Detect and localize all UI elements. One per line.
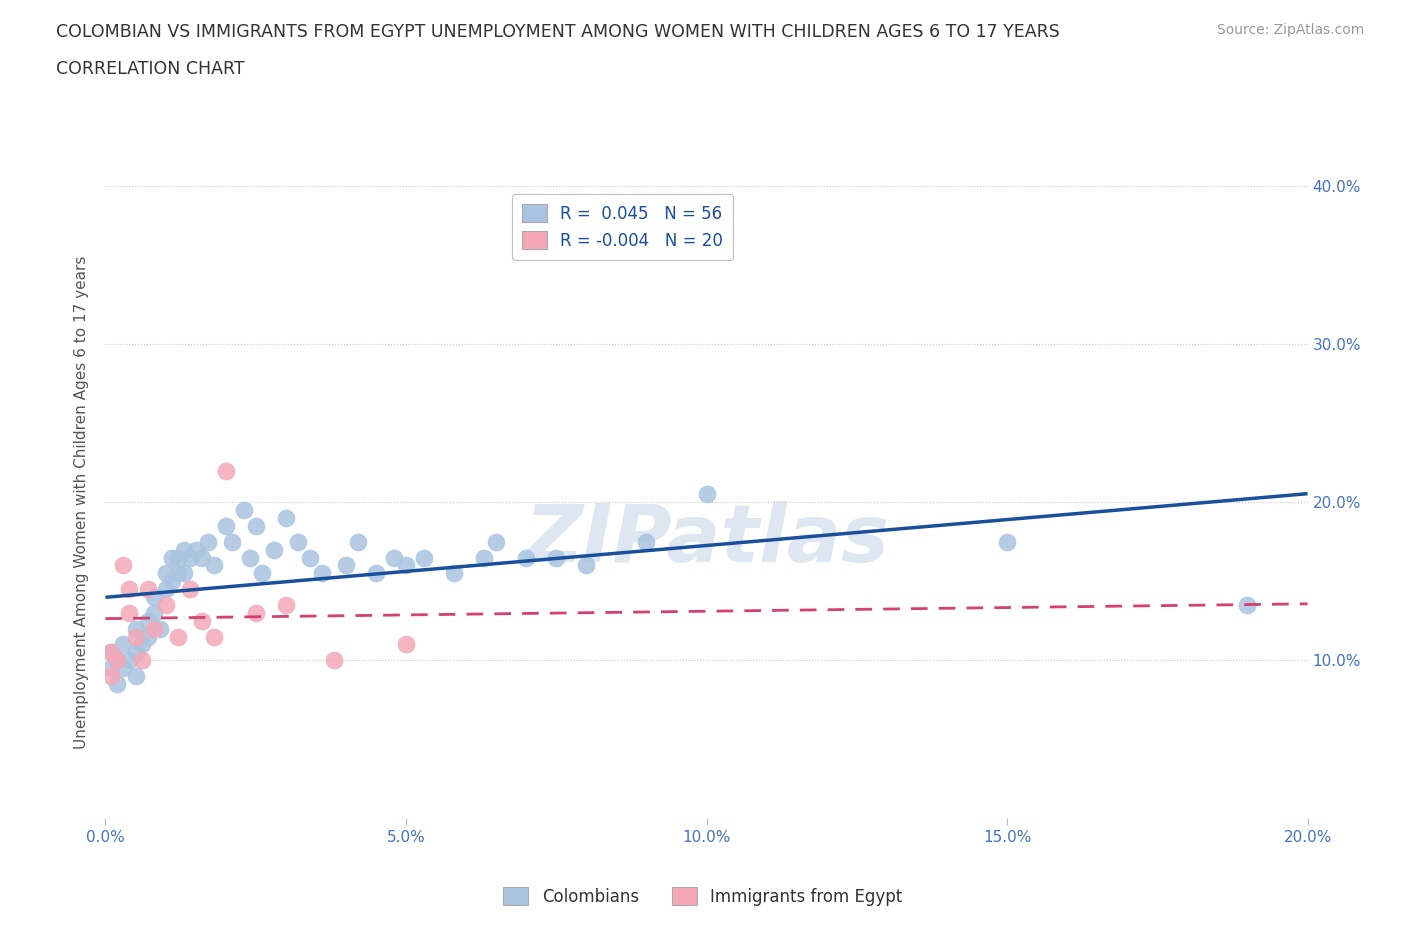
Point (335, 558, 357, 573)
Point (546, 551, 568, 565)
Point (166, 565, 188, 580)
Point (274, 598, 297, 613)
Point (443, 565, 465, 580)
Legend: Colombians, Immigrants from Egypt: Colombians, Immigrants from Egypt (496, 881, 910, 912)
Point (155, 582, 177, 597)
Point (575, 558, 598, 573)
Point (250, 565, 273, 580)
Point (160, 574, 183, 589)
Text: Source: ZipAtlas.com: Source: ZipAtlas.com (1216, 23, 1364, 37)
Point (112, 637, 135, 652)
Point (136, 614, 159, 629)
Point (173, 565, 195, 580)
Point (100, 669, 122, 684)
Point (142, 605, 165, 620)
Point (202, 630, 225, 644)
Point (364, 565, 387, 580)
Y-axis label: Unemployment Among Women with Children Ages 6 to 17 years: Unemployment Among Women with Children A… (75, 256, 90, 749)
Point (155, 598, 177, 613)
Point (100, 645, 122, 660)
Point (995, 535, 1018, 550)
Point (118, 605, 141, 620)
Point (485, 535, 508, 550)
Point (136, 582, 159, 597)
Point (322, 653, 344, 668)
Point (214, 519, 236, 534)
Point (118, 653, 141, 668)
Point (395, 558, 418, 573)
Point (107, 677, 129, 692)
Text: CORRELATION CHART: CORRELATION CHART (56, 60, 245, 78)
Point (100, 661, 122, 676)
Point (190, 551, 212, 565)
Point (696, 487, 718, 502)
Text: ZIPatlas: ZIPatlas (524, 501, 889, 579)
Point (155, 565, 177, 580)
Text: COLOMBIAN VS IMMIGRANTS FROM EGYPT UNEMPLOYMENT AMONG WOMEN WITH CHILDREN AGES 6: COLOMBIAN VS IMMIGRANTS FROM EGYPT UNEMP… (56, 23, 1060, 41)
Point (100, 645, 122, 660)
Point (112, 661, 135, 676)
Point (263, 542, 285, 557)
Point (124, 621, 146, 636)
Point (179, 582, 201, 597)
Point (413, 551, 436, 565)
Point (179, 551, 201, 565)
Point (232, 503, 254, 518)
Point (197, 535, 219, 550)
Point (214, 463, 236, 478)
Point (202, 558, 225, 573)
Point (160, 551, 183, 565)
Point (166, 630, 188, 644)
Point (107, 653, 129, 668)
Point (112, 558, 135, 573)
Point (515, 551, 537, 565)
Point (298, 551, 321, 565)
Point (1236, 598, 1258, 613)
Point (636, 535, 658, 550)
Point (311, 565, 333, 580)
Point (382, 551, 405, 565)
Point (190, 614, 212, 629)
Point (287, 535, 309, 550)
Point (239, 551, 262, 565)
Point (166, 551, 188, 565)
Point (245, 605, 267, 620)
Point (148, 621, 170, 636)
Point (184, 542, 207, 557)
Point (124, 645, 146, 660)
Point (472, 551, 495, 565)
Legend: R =  0.045   N = 56, R = -0.004   N = 20: R = 0.045 N = 56, R = -0.004 N = 20 (512, 194, 733, 260)
Point (131, 637, 153, 652)
Point (107, 653, 129, 668)
Point (395, 637, 418, 652)
Point (347, 535, 370, 550)
Point (131, 653, 153, 668)
Point (221, 535, 243, 550)
Point (142, 590, 165, 604)
Point (173, 542, 195, 557)
Point (142, 621, 165, 636)
Point (245, 519, 267, 534)
Point (124, 669, 146, 684)
Point (118, 582, 141, 597)
Point (124, 630, 146, 644)
Point (274, 511, 297, 525)
Point (136, 630, 159, 644)
